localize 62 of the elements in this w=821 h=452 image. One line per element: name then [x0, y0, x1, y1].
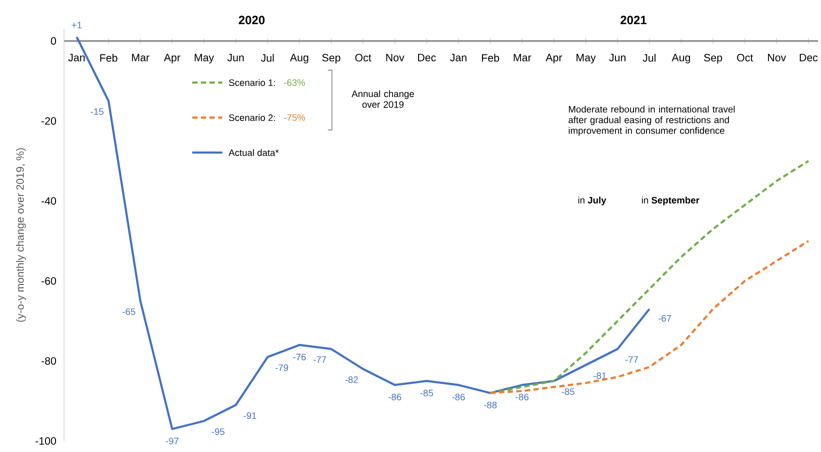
y-tick-label: 0: [50, 37, 56, 45]
text: 2020: [238, 16, 265, 24]
legend-label: Actual data*: [228, 149, 279, 156]
x-tick-label: Oct: [355, 54, 372, 62]
data-label: -77: [625, 356, 638, 363]
legend-label: Scenario 2:: [228, 114, 275, 121]
x-tick-label: Nov: [768, 54, 786, 62]
x-tick-label: Oct: [737, 54, 754, 62]
x-tick-label: May: [576, 54, 596, 64]
y-tick-label: -40: [42, 197, 56, 205]
x-tick-label: Nov: [386, 54, 404, 62]
legend-label: Scenario 1:: [228, 79, 275, 86]
x-tick-label: Dec: [800, 54, 818, 62]
x-tick-label: Aug: [672, 54, 690, 64]
data-label: -15: [90, 108, 104, 115]
line-series: [489, 240, 810, 394]
data-label: -67: [658, 315, 672, 322]
data-label: -85: [562, 388, 574, 395]
data-label: -82: [345, 376, 358, 383]
data-label: -86: [516, 394, 528, 400]
data-label: -95: [212, 428, 224, 435]
y-tick-label: -80: [42, 357, 56, 365]
x-tick-label: Dec: [418, 54, 436, 62]
data-label: -79: [275, 364, 288, 371]
y-tick-label: -60: [42, 277, 56, 285]
x-tick-label: Feb: [100, 54, 118, 62]
data-label: -76: [293, 354, 306, 360]
data-label: +1: [72, 22, 82, 28]
x-tick-label: Feb: [482, 54, 500, 62]
annotation: Moderate rebound in international travel after gradual easing of restrictions and improvement in consumer confidence: [568, 106, 735, 136]
x-tick-label: Jan: [450, 54, 466, 62]
x-tick-label: Apr: [546, 54, 562, 64]
x-tick-label: Sep: [704, 54, 722, 64]
x-tick-label: May: [194, 54, 214, 64]
data-label: -97: [166, 438, 178, 444]
annotation: in September: [642, 196, 700, 206]
data-label: -86: [388, 394, 402, 400]
x-tick-label: Jul: [260, 54, 274, 62]
data-label: -86: [452, 394, 465, 400]
x-tick-label: Jun: [227, 54, 244, 62]
x-tick-label: Jul: [642, 54, 656, 62]
x-tick-label: Jan: [68, 54, 85, 62]
data-label: -88: [484, 402, 497, 408]
annotation: -63%: [284, 79, 306, 86]
x-tick-label: Mar: [132, 54, 150, 62]
y-tick-label: -20: [42, 117, 56, 125]
y-axis-title: (y-o-y monthly change over 2019, %): [16, 148, 26, 322]
data-label: -77: [313, 356, 326, 363]
x-tick-label: Sep: [322, 54, 340, 64]
data-label: -91: [244, 412, 256, 419]
text: 2021: [620, 16, 646, 24]
annotation: Annual change over 2019: [352, 90, 414, 108]
annotation: in July: [578, 196, 606, 206]
data-label: -81: [594, 372, 606, 379]
x-tick-label: Aug: [290, 54, 308, 64]
data-label: -85: [420, 390, 434, 396]
data-label: -65: [122, 308, 136, 315]
x-tick-label: Apr: [164, 54, 180, 64]
y-tick-label: -100: [36, 437, 56, 445]
x-tick-label: Jun: [609, 54, 626, 62]
x-tick-label: Mar: [514, 54, 532, 62]
annotation: -75%: [284, 114, 306, 121]
